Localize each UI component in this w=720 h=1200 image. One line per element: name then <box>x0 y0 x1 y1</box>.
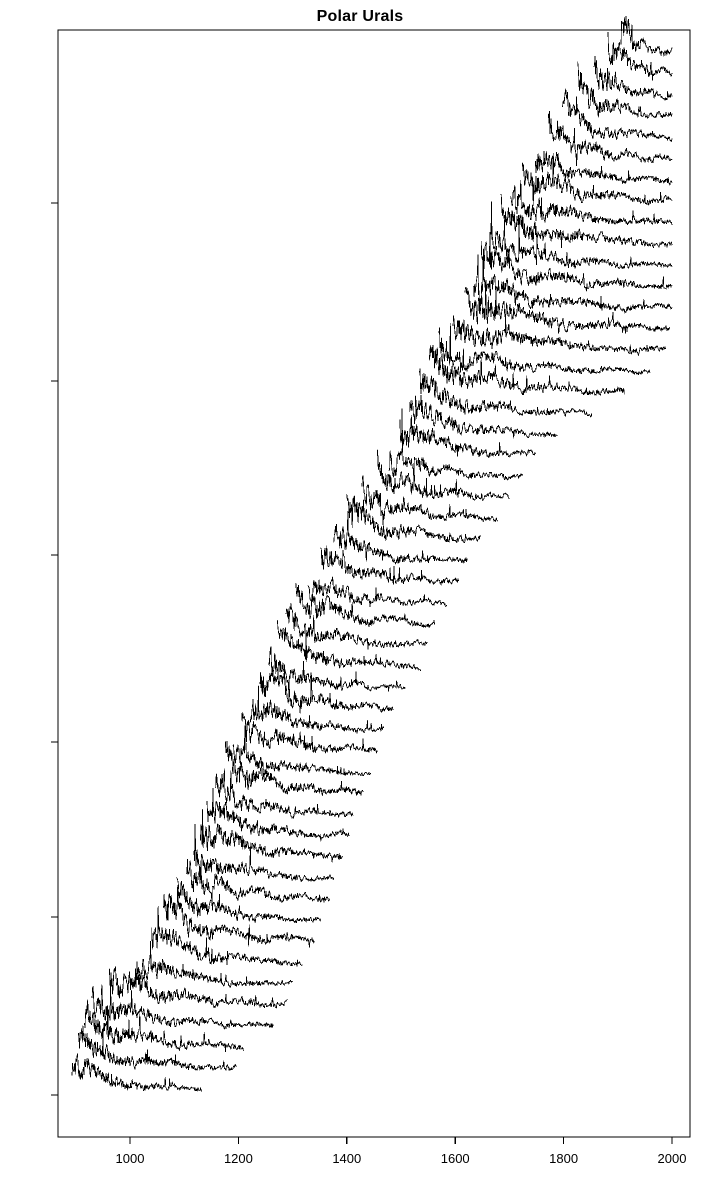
x-axis-tick-label: 1400 <box>332 1151 361 1166</box>
tree-ring-series-line <box>151 906 303 967</box>
x-axis-tick-label: 1200 <box>224 1151 253 1166</box>
tree-ring-series-line <box>249 685 385 734</box>
tree-ring-series-line <box>163 885 315 948</box>
tree-ring-series-line <box>500 194 673 249</box>
series-layer <box>71 15 673 1092</box>
tree-ring-series-line <box>277 620 421 672</box>
x-axis-tick-label: 1800 <box>549 1151 578 1166</box>
tree-ring-series-line <box>215 768 354 819</box>
tree-ring-series-line <box>480 231 673 292</box>
tree-ring-series-line <box>473 248 673 314</box>
tree-ring-series-line <box>464 281 671 335</box>
tree-ring-series-line <box>224 740 364 796</box>
tree-ring-series-line <box>388 448 523 481</box>
tree-ring-series-line <box>490 201 673 270</box>
x-axis: 1000 1200 1400 1600 1800 2000 <box>116 1137 687 1166</box>
x-axis-tick-label: 1000 <box>116 1151 145 1166</box>
x-axis-tick-label: 2000 <box>658 1151 687 1166</box>
tree-ring-series-line <box>438 323 651 376</box>
y-axis <box>51 202 58 1096</box>
tree-ring-series-line <box>510 179 673 226</box>
tree-ring-series-line <box>200 809 343 863</box>
tree-ring-series-line <box>259 664 394 714</box>
tree-ring-series-line <box>333 511 468 565</box>
tree-ring-series-line <box>535 150 673 186</box>
tree-ring-series-line <box>376 449 510 501</box>
tree-ring-series-line <box>419 368 593 418</box>
tree-ring-series-line <box>78 1025 237 1072</box>
tree-ring-series-line <box>232 725 372 777</box>
x-axis-tick-label: 1600 <box>441 1151 470 1166</box>
tree-ring-series-line <box>109 966 288 1009</box>
tree-ring-series-line <box>607 32 673 81</box>
tree-ring-series-line <box>593 56 673 101</box>
tree-ring-series-line <box>268 646 406 695</box>
tree-ring-series-line <box>361 475 498 526</box>
tree-ring-series-line <box>409 395 558 439</box>
tree-ring-series-line <box>307 576 447 608</box>
tree-ring-series-line <box>577 61 673 119</box>
plot-frame <box>57 29 691 1138</box>
tree-ring-series-line <box>562 88 673 142</box>
tree-ring-series-line <box>241 712 378 754</box>
tree-ring-series-line <box>193 823 335 883</box>
tree-ring-series-line <box>452 313 666 356</box>
page-title: Polar Urals <box>316 8 404 25</box>
tree-ring-series-line <box>522 152 673 207</box>
tree-ring-series-line <box>206 787 350 842</box>
tree-ring-series-line <box>91 982 274 1030</box>
tree-ring-series-line <box>185 859 330 903</box>
tree-ring-series-line <box>176 877 322 924</box>
tree-ring-series-line <box>428 345 625 396</box>
tree-ring-series-line <box>295 583 435 628</box>
tree-ring-series-line <box>71 1053 202 1092</box>
tree-ring-series-line <box>548 111 673 167</box>
tree-ring-series-line <box>84 999 245 1053</box>
tree-ring-series-line <box>320 545 459 586</box>
tree-ring-series-line <box>620 15 673 57</box>
tree-ring-series-line <box>346 494 481 544</box>
tree-ring-series-line <box>285 603 428 650</box>
tree-ring-series-line <box>135 940 293 988</box>
tree-ring-series-line <box>399 408 536 459</box>
